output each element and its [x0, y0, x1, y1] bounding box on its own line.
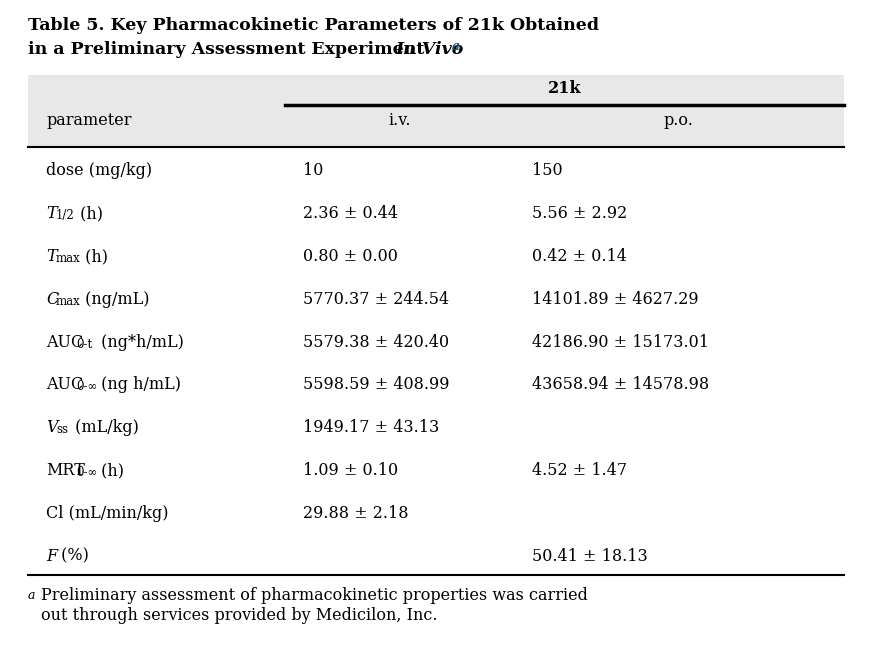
- Text: T: T: [46, 205, 57, 222]
- Text: T: T: [46, 248, 57, 265]
- Text: ss: ss: [56, 423, 68, 436]
- Text: 5770.37 ± 244.54: 5770.37 ± 244.54: [303, 291, 449, 307]
- Text: (ng*h/mL): (ng*h/mL): [96, 334, 184, 351]
- Text: 21k: 21k: [548, 80, 582, 97]
- Text: (mL/kg): (mL/kg): [70, 419, 139, 436]
- Text: (ng/mL): (ng/mL): [80, 291, 149, 307]
- Text: a: a: [452, 40, 460, 53]
- Text: (h): (h): [75, 205, 103, 222]
- Text: In Vivo: In Vivo: [395, 41, 463, 58]
- Text: parameter: parameter: [46, 112, 132, 129]
- Text: 5579.38 ± 420.40: 5579.38 ± 420.40: [303, 334, 449, 351]
- Text: p.o.: p.o.: [664, 112, 694, 129]
- Text: 10: 10: [303, 162, 324, 179]
- Text: 14101.89 ± 4627.29: 14101.89 ± 4627.29: [532, 291, 698, 307]
- Text: 43658.94 ± 14578.98: 43658.94 ± 14578.98: [532, 376, 709, 394]
- Text: out through services provided by Medicilon, Inc.: out through services provided by Medicil…: [41, 607, 438, 624]
- Text: max: max: [56, 295, 81, 307]
- Text: 0-t: 0-t: [76, 338, 92, 351]
- Bar: [28, 75, 844, 147]
- Text: in a Preliminary Assessment Experiment: in a Preliminary Assessment Experiment: [28, 41, 431, 58]
- Text: (ng h/mL): (ng h/mL): [96, 376, 181, 394]
- Text: 0-∞: 0-∞: [76, 466, 98, 479]
- Text: AUC: AUC: [46, 376, 83, 394]
- Text: 5598.59 ± 408.99: 5598.59 ± 408.99: [303, 376, 450, 394]
- Text: (h): (h): [96, 462, 124, 479]
- Text: V: V: [46, 419, 58, 436]
- Text: F: F: [46, 548, 58, 564]
- Text: max: max: [56, 252, 81, 265]
- Text: 1949.17 ± 43.13: 1949.17 ± 43.13: [303, 419, 439, 436]
- Text: Preliminary assessment of pharmacokinetic properties was carried: Preliminary assessment of pharmacokineti…: [41, 587, 588, 604]
- Text: i.v.: i.v.: [388, 112, 411, 129]
- Text: Cl (mL/min/kg): Cl (mL/min/kg): [46, 505, 168, 522]
- Text: (h): (h): [80, 248, 108, 265]
- Text: 150: 150: [532, 162, 562, 179]
- Text: Table 5. Key Pharmacokinetic Parameters of 21k Obtained: Table 5. Key Pharmacokinetic Parameters …: [28, 17, 599, 34]
- Text: a: a: [28, 589, 36, 602]
- Text: 0.42 ± 0.14: 0.42 ± 0.14: [532, 248, 626, 265]
- Text: (%): (%): [56, 548, 89, 564]
- Text: 0-∞: 0-∞: [76, 380, 98, 394]
- Text: C: C: [46, 291, 58, 307]
- Text: dose (mg/kg): dose (mg/kg): [46, 162, 152, 179]
- Text: 4.52 ± 1.47: 4.52 ± 1.47: [532, 462, 627, 479]
- Text: 5.56 ± 2.92: 5.56 ± 2.92: [532, 205, 627, 222]
- Text: 1.09 ± 0.10: 1.09 ± 0.10: [303, 462, 399, 479]
- Text: AUC: AUC: [46, 334, 83, 351]
- Text: 50.41 ± 18.13: 50.41 ± 18.13: [532, 548, 647, 564]
- Text: 29.88 ± 2.18: 29.88 ± 2.18: [303, 505, 409, 522]
- Text: MRT: MRT: [46, 462, 85, 479]
- Text: 1/2: 1/2: [56, 209, 75, 222]
- Text: 2.36 ± 0.44: 2.36 ± 0.44: [303, 205, 398, 222]
- Text: 42186.90 ± 15173.01: 42186.90 ± 15173.01: [532, 334, 709, 351]
- Text: 0.80 ± 0.00: 0.80 ± 0.00: [303, 248, 398, 265]
